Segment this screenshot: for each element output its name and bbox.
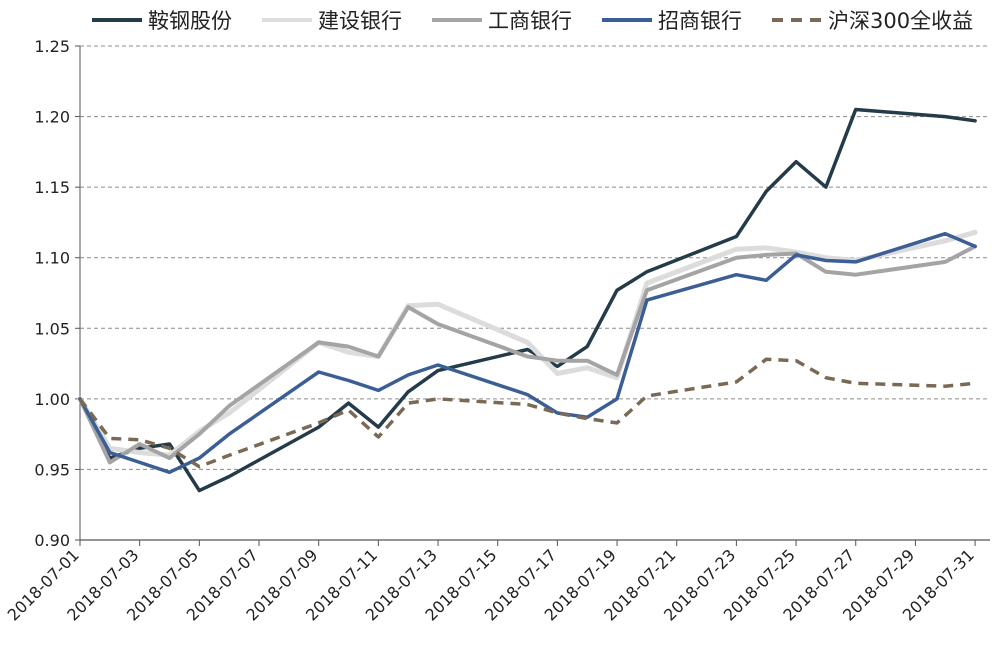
legend-label: 沪深300全收益 — [828, 9, 973, 33]
legend-label: 招商银行 — [658, 9, 742, 33]
legend-label: 鞍钢股份 — [148, 9, 232, 33]
legend-label: 工商银行 — [488, 9, 572, 33]
series-line — [78, 107, 977, 493]
y-tick-label: 0.90 — [34, 531, 70, 550]
series-line — [77, 229, 978, 458]
series-line — [78, 231, 977, 475]
y-tick-label: 0.95 — [34, 460, 70, 479]
series-lines — [77, 107, 978, 493]
y-tick-label: 1.15 — [34, 178, 70, 197]
y-tick-label: 1.05 — [34, 319, 70, 338]
y-tick-label: 1.20 — [34, 108, 70, 127]
y-tick-label: 1.25 — [34, 37, 70, 56]
series-line — [78, 244, 978, 465]
series-line — [78, 357, 976, 469]
y-tick-label: 1.00 — [34, 390, 70, 409]
y-tick-label: 1.10 — [34, 249, 70, 268]
legend-label: 建设银行 — [318, 9, 402, 33]
legend: 鞍钢股份 建设银行 工商银行 招商银行 沪深300全收益 — [92, 9, 973, 33]
